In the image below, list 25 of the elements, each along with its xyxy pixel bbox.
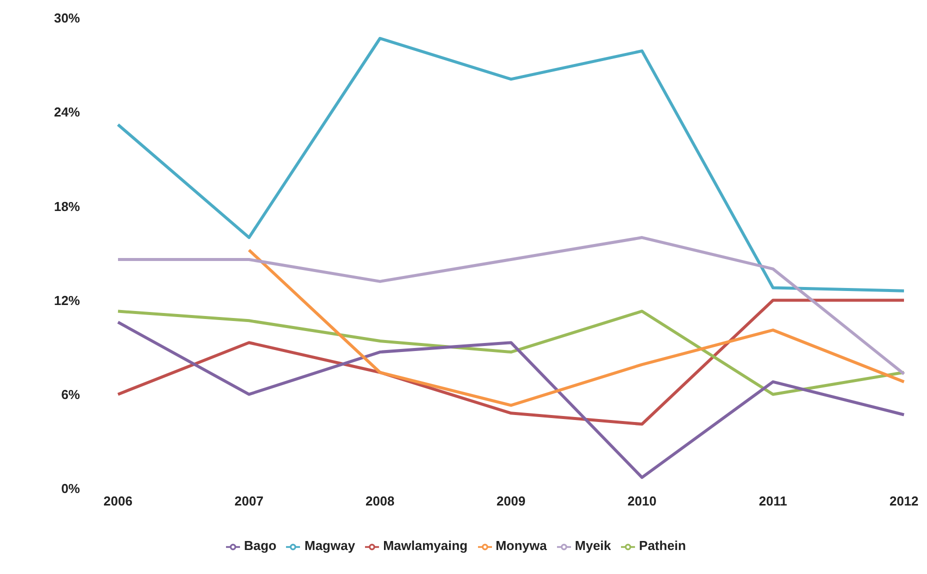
x-tick-label: 2007 bbox=[234, 494, 264, 509]
y-tick-label: 0% bbox=[61, 481, 80, 496]
y-tick-label: 18% bbox=[54, 198, 80, 214]
line-series bbox=[116, 298, 906, 426]
y-tick-label: 24% bbox=[54, 104, 80, 120]
legend-label: Pathein bbox=[639, 538, 686, 554]
x-tick-label: 2006 bbox=[104, 494, 132, 509]
legend-label: Mawlamyaing bbox=[383, 538, 468, 554]
legend-label: Bago bbox=[244, 538, 276, 554]
line-series bbox=[116, 320, 906, 479]
x-tick-label: 2008 bbox=[366, 494, 394, 509]
legend-label: Monywa bbox=[496, 538, 547, 554]
legend-label: Myeik bbox=[574, 538, 612, 554]
x-tick-label: 2010 bbox=[628, 494, 656, 509]
x-tick-label: 2011 bbox=[758, 494, 788, 509]
y-tick-label: 30% bbox=[54, 10, 80, 26]
line-series bbox=[116, 236, 906, 376]
x-tick-label: 2012 bbox=[890, 494, 918, 509]
legend-label: Magway bbox=[304, 538, 356, 554]
y-tick-label: 6% bbox=[61, 386, 80, 402]
x-tick-label: 2009 bbox=[496, 494, 526, 509]
y-tick-label: 12% bbox=[54, 292, 80, 308]
line-series bbox=[248, 248, 906, 407]
line-series bbox=[116, 310, 906, 396]
line-series bbox=[116, 36, 906, 292]
